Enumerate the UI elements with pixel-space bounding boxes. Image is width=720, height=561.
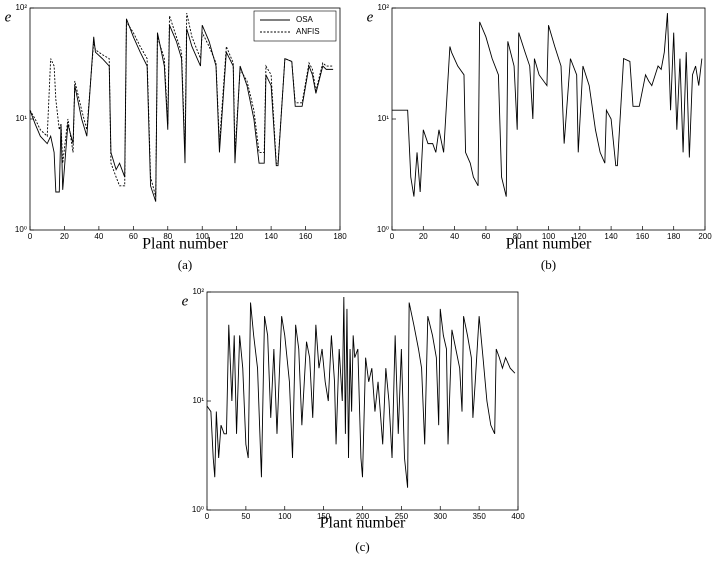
caption: (a) (178, 257, 192, 272)
x-tick-label: 40 (450, 232, 459, 241)
x-tick-label: 60 (481, 232, 490, 241)
y-tick-label: 10² (192, 287, 204, 296)
x-tick-label: 140 (264, 232, 278, 241)
legend-label: OSA (296, 15, 314, 24)
x-tick-label: 100 (542, 232, 556, 241)
caption: (c) (355, 539, 369, 554)
x-axis-label: Plant number (142, 236, 228, 253)
x-tick-label: 400 (511, 512, 525, 521)
x-tick-label: 0 (390, 232, 395, 241)
x-tick-label: 0 (28, 232, 33, 241)
x-tick-label: 160 (636, 232, 650, 241)
y-tick-label: 10⁰ (15, 225, 27, 234)
y-tick-label: 10¹ (377, 114, 389, 123)
data-line (206, 296, 516, 488)
y-tick-label: 10⁰ (192, 505, 204, 514)
x-tick-label: 40 (94, 232, 103, 241)
x-tick-label: 160 (299, 232, 313, 241)
x-tick-label: 80 (513, 232, 522, 241)
y-axis-label: e (5, 9, 12, 25)
x-tick-label: 300 (434, 512, 448, 521)
y-axis-label: e (182, 293, 189, 309)
x-tick-label: 50 (241, 512, 250, 521)
x-tick-label: 180 (667, 232, 681, 241)
x-tick-label: 200 (356, 512, 370, 521)
y-tick-label: 10² (377, 3, 389, 12)
x-tick-label: 0 (205, 512, 210, 521)
x-tick-label: 140 (604, 232, 618, 241)
data-line (392, 13, 703, 197)
caption: (b) (541, 257, 556, 272)
x-tick-label: 120 (230, 232, 244, 241)
x-tick-label: 100 (196, 232, 210, 241)
x-tick-label: 120 (573, 232, 587, 241)
data-line (29, 18, 334, 202)
x-axis-label: Plant number (506, 236, 592, 253)
y-tick-label: 10² (15, 3, 27, 12)
x-tick-label: 100 (278, 512, 292, 521)
x-tick-label: 150 (317, 512, 331, 521)
x-tick-label: 350 (472, 512, 486, 521)
x-axis-label: Plant number (320, 515, 406, 532)
x-tick-label: 180 (333, 232, 347, 241)
x-tick-label: 200 (698, 232, 712, 241)
y-tick-label: 10¹ (15, 114, 27, 123)
x-tick-label: 80 (163, 232, 172, 241)
legend-label: ANFIS (296, 27, 320, 36)
x-tick-label: 20 (60, 232, 69, 241)
x-tick-label: 60 (129, 232, 138, 241)
y-tick-label: 10¹ (192, 396, 204, 405)
data-line (29, 12, 334, 197)
legend-box (253, 10, 337, 42)
plot-frame (206, 291, 519, 511)
x-tick-label: 20 (419, 232, 428, 241)
y-tick-label: 10⁰ (377, 225, 389, 234)
x-tick-label: 250 (395, 512, 409, 521)
y-axis-label: e (367, 9, 374, 25)
